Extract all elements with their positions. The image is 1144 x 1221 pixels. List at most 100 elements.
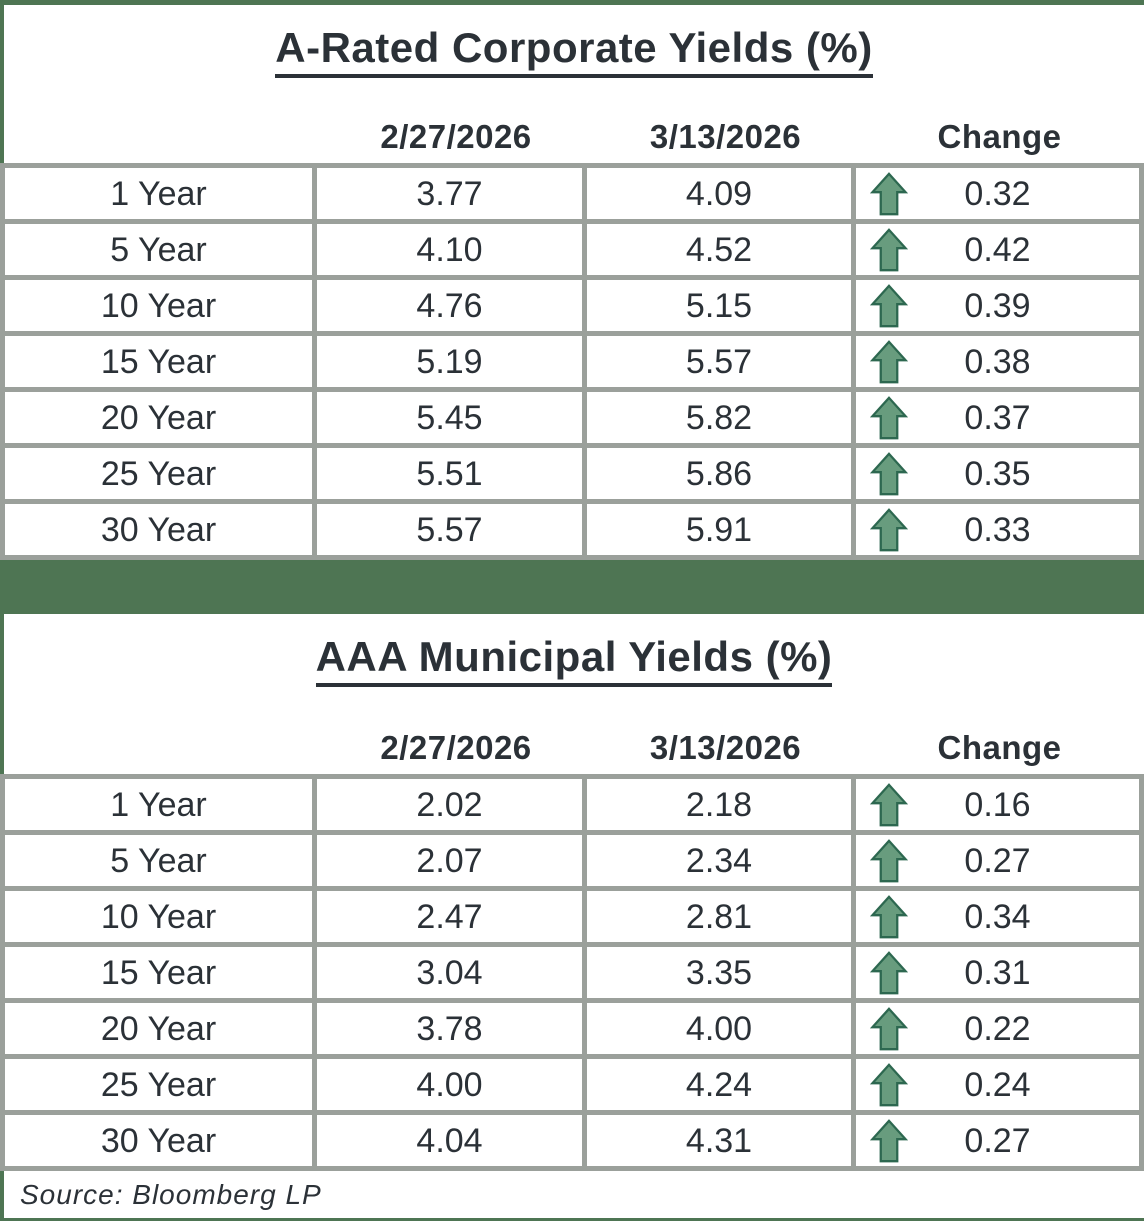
change-value: 0.27 xyxy=(964,1121,1031,1160)
up-arrow-icon xyxy=(870,227,908,271)
curr-yield-cell: 5.82 xyxy=(587,392,856,443)
term-cell: 25 Year xyxy=(5,1059,317,1110)
column-header-term xyxy=(9,115,321,159)
term-cell: 1 Year xyxy=(5,779,317,830)
curr-yield-cell: 5.86 xyxy=(587,448,856,499)
change-cell: 0.38 xyxy=(856,336,1139,387)
up-arrow-icon xyxy=(870,283,908,327)
up-arrow-icon xyxy=(870,782,908,826)
prev-yield-cell: 2.47 xyxy=(317,891,587,942)
table-row: 25 Year 4.00 4.24 0.24 xyxy=(5,1059,1139,1110)
prev-yield-cell: 3.04 xyxy=(317,947,587,998)
municipal-yields-table: 1 Year 2.02 2.18 0.16 5 Year 2.07 2.34 0.27 10 Y… xyxy=(0,774,1144,1171)
source-footer: Source: Bloomberg LP xyxy=(0,1171,1144,1218)
prev-yield-cell: 5.51 xyxy=(317,448,587,499)
curr-yield-cell: 5.15 xyxy=(587,280,856,331)
prev-yield-cell: 4.04 xyxy=(317,1115,587,1166)
column-header-curr-date: 3/13/2026 xyxy=(649,729,802,766)
table-row: 5 Year 2.07 2.34 0.27 xyxy=(5,835,1139,886)
change-value: 0.35 xyxy=(964,454,1031,493)
source-text: Source: Bloomberg LP xyxy=(20,1178,322,1210)
up-arrow-icon xyxy=(870,894,908,938)
term-cell: 5 Year xyxy=(5,224,317,275)
up-arrow-icon xyxy=(870,451,908,495)
change-cell: 0.39 xyxy=(856,280,1139,331)
municipal-yields-title: AAA Municipal Yields (%) xyxy=(4,636,1144,687)
change-cell: 0.35 xyxy=(856,448,1139,499)
up-arrow-icon xyxy=(870,950,908,994)
up-arrow-icon xyxy=(870,339,908,383)
change-value: 0.37 xyxy=(964,398,1031,437)
up-arrow-icon xyxy=(870,838,908,882)
municipal-yields-header: AAA Municipal Yields (%) 2/27/2026 3/13/… xyxy=(0,614,1144,774)
up-arrow-icon xyxy=(870,1062,908,1106)
change-value: 0.39 xyxy=(964,286,1031,325)
prev-yield-cell: 4.10 xyxy=(317,224,587,275)
term-cell: 15 Year xyxy=(5,947,317,998)
corporate-column-headers: 2/27/2026 3/13/2026 Change xyxy=(4,115,1144,159)
curr-yield-cell: 4.31 xyxy=(587,1115,856,1166)
table-row: 10 Year 4.76 5.15 0.39 xyxy=(5,280,1139,331)
corporate-yields-header: A-Rated Corporate Yields (%) 2/27/2026 3… xyxy=(0,5,1144,163)
curr-yield-cell: 5.57 xyxy=(587,336,856,387)
change-cell: 0.33 xyxy=(856,504,1139,555)
column-header-change: Change xyxy=(937,118,1062,155)
curr-yield-cell: 4.52 xyxy=(587,224,856,275)
change-cell: 0.37 xyxy=(856,392,1139,443)
table-row: 25 Year 5.51 5.86 0.35 xyxy=(5,448,1139,499)
table-row: 15 Year 5.19 5.57 0.38 xyxy=(5,336,1139,387)
up-arrow-icon xyxy=(870,1006,908,1050)
table-row: 10 Year 2.47 2.81 0.34 xyxy=(5,891,1139,942)
term-cell: 30 Year xyxy=(5,504,317,555)
term-cell: 10 Year xyxy=(5,280,317,331)
table-row: 20 Year 5.45 5.82 0.37 xyxy=(5,392,1139,443)
column-header-term xyxy=(9,726,321,770)
table-row: 1 Year 3.77 4.09 0.32 xyxy=(5,168,1139,219)
curr-yield-cell: 3.35 xyxy=(587,947,856,998)
table-row: 30 Year 5.57 5.91 0.33 xyxy=(5,504,1139,555)
change-value: 0.42 xyxy=(964,230,1031,269)
corporate-yields-title: A-Rated Corporate Yields (%) xyxy=(4,27,1144,78)
term-cell: 10 Year xyxy=(5,891,317,942)
column-header-prev-date: 2/27/2026 xyxy=(380,118,532,155)
bottom-accent-bar xyxy=(0,1218,1144,1221)
prev-yield-cell: 3.77 xyxy=(317,168,587,219)
term-cell: 20 Year xyxy=(5,1003,317,1054)
up-arrow-icon xyxy=(870,507,908,551)
change-cell: 0.24 xyxy=(856,1059,1139,1110)
change-cell: 0.31 xyxy=(856,947,1139,998)
corporate-yields-table: 1 Year 3.77 4.09 0.32 5 Year 4.10 4.52 0.42 10 Y… xyxy=(0,163,1144,560)
municipal-column-headers: 2/27/2026 3/13/2026 Change xyxy=(4,726,1144,770)
change-value: 0.31 xyxy=(964,953,1031,992)
term-cell: 25 Year xyxy=(5,448,317,499)
column-header-change: Change xyxy=(937,729,1062,766)
section-divider-band xyxy=(0,560,1144,614)
change-cell: 0.32 xyxy=(856,168,1139,219)
change-value: 0.24 xyxy=(964,1065,1031,1104)
change-cell: 0.34 xyxy=(856,891,1139,942)
term-cell: 20 Year xyxy=(5,392,317,443)
municipal-yields-title-text: AAA Municipal Yields (%) xyxy=(315,636,833,687)
up-arrow-icon xyxy=(870,395,908,439)
prev-yield-cell: 5.57 xyxy=(317,504,587,555)
prev-yield-cell: 4.76 xyxy=(317,280,587,331)
prev-yield-cell: 2.07 xyxy=(317,835,587,886)
curr-yield-cell: 4.00 xyxy=(587,1003,856,1054)
change-value: 0.16 xyxy=(964,785,1031,824)
change-cell: 0.27 xyxy=(856,835,1139,886)
table-row: 5 Year 4.10 4.52 0.42 xyxy=(5,224,1139,275)
up-arrow-icon xyxy=(870,171,908,215)
term-cell: 15 Year xyxy=(5,336,317,387)
curr-yield-cell: 2.18 xyxy=(587,779,856,830)
prev-yield-cell: 5.19 xyxy=(317,336,587,387)
change-value: 0.22 xyxy=(964,1009,1031,1048)
curr-yield-cell: 4.24 xyxy=(587,1059,856,1110)
change-cell: 0.22 xyxy=(856,1003,1139,1054)
curr-yield-cell: 2.34 xyxy=(587,835,856,886)
term-cell: 5 Year xyxy=(5,835,317,886)
change-value: 0.33 xyxy=(964,510,1031,549)
table-row: 30 Year 4.04 4.31 0.27 xyxy=(5,1115,1139,1166)
table-row: 20 Year 3.78 4.00 0.22 xyxy=(5,1003,1139,1054)
table-row: 1 Year 2.02 2.18 0.16 xyxy=(5,779,1139,830)
